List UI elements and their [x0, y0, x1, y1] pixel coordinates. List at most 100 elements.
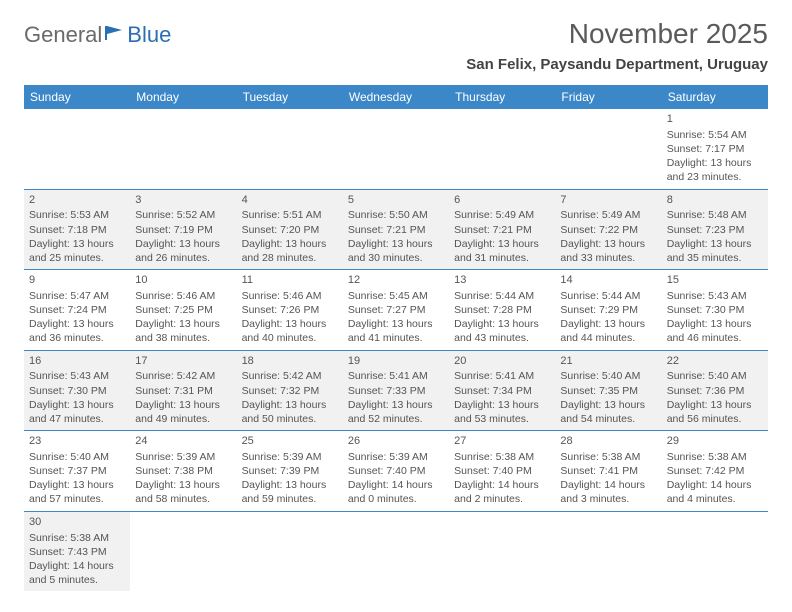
day-cell: 7Sunrise: 5:49 AMSunset: 7:22 PMDaylight…: [555, 190, 661, 271]
sunrise-text: Sunrise: 5:38 AM: [29, 531, 125, 545]
dow-sun: Sunday: [24, 85, 130, 109]
day-number: 18: [242, 354, 338, 369]
flag-icon: [104, 22, 126, 48]
sunrise-text: Sunrise: 5:46 AM: [135, 289, 231, 303]
daylight-text: Daylight: 14 hours: [560, 478, 656, 492]
empty-cell: [130, 109, 236, 190]
logo: General Blue: [24, 22, 171, 48]
day-cell: 11Sunrise: 5:46 AMSunset: 7:26 PMDayligh…: [237, 270, 343, 351]
day-cell: 15Sunrise: 5:43 AMSunset: 7:30 PMDayligh…: [662, 270, 768, 351]
daylight-text: Daylight: 13 hours: [560, 398, 656, 412]
daylight-text: Daylight: 13 hours: [667, 237, 763, 251]
dow-sat: Saturday: [662, 85, 768, 109]
daylight-text: and 52 minutes.: [348, 412, 444, 426]
daylight-text: Daylight: 13 hours: [135, 478, 231, 492]
dow-header: Sunday Monday Tuesday Wednesday Thursday…: [24, 85, 768, 109]
day-number: 20: [454, 354, 550, 369]
sunset-text: Sunset: 7:19 PM: [135, 223, 231, 237]
day-cell: 23Sunrise: 5:40 AMSunset: 7:37 PMDayligh…: [24, 431, 130, 512]
sunset-text: Sunset: 7:38 PM: [135, 464, 231, 478]
day-number: 1: [667, 112, 763, 127]
sunrise-text: Sunrise: 5:39 AM: [242, 450, 338, 464]
day-number: 23: [29, 434, 125, 449]
day-number: 13: [454, 273, 550, 288]
daylight-text: and 58 minutes.: [135, 492, 231, 506]
day-cell: 5Sunrise: 5:50 AMSunset: 7:21 PMDaylight…: [343, 190, 449, 271]
day-cell: 17Sunrise: 5:42 AMSunset: 7:31 PMDayligh…: [130, 351, 236, 432]
empty-cell: [662, 512, 768, 592]
day-number: 2: [29, 193, 125, 208]
sunset-text: Sunset: 7:29 PM: [560, 303, 656, 317]
weeks-container: 1Sunrise: 5:54 AMSunset: 7:17 PMDaylight…: [24, 109, 768, 591]
daylight-text: Daylight: 13 hours: [29, 237, 125, 251]
page-title: November 2025: [466, 18, 768, 50]
day-number: 12: [348, 273, 444, 288]
empty-cell: [343, 109, 449, 190]
day-cell: 8Sunrise: 5:48 AMSunset: 7:23 PMDaylight…: [662, 190, 768, 271]
sunrise-text: Sunrise: 5:43 AM: [667, 289, 763, 303]
day-number: 11: [242, 273, 338, 288]
sunrise-text: Sunrise: 5:47 AM: [29, 289, 125, 303]
daylight-text: and 33 minutes.: [560, 251, 656, 265]
daylight-text: Daylight: 14 hours: [454, 478, 550, 492]
day-number: 24: [135, 434, 231, 449]
sunrise-text: Sunrise: 5:39 AM: [348, 450, 444, 464]
daylight-text: Daylight: 13 hours: [667, 317, 763, 331]
daylight-text: Daylight: 13 hours: [560, 317, 656, 331]
daylight-text: Daylight: 13 hours: [29, 317, 125, 331]
week-row: 30Sunrise: 5:38 AMSunset: 7:43 PMDayligh…: [24, 512, 768, 592]
logo-text-1: General: [24, 22, 102, 48]
sunset-text: Sunset: 7:22 PM: [560, 223, 656, 237]
day-number: 16: [29, 354, 125, 369]
daylight-text: Daylight: 13 hours: [135, 237, 231, 251]
sunset-text: Sunset: 7:40 PM: [454, 464, 550, 478]
sunset-text: Sunset: 7:37 PM: [29, 464, 125, 478]
day-number: 8: [667, 193, 763, 208]
empty-cell: [555, 109, 661, 190]
sunset-text: Sunset: 7:30 PM: [29, 384, 125, 398]
daylight-text: Daylight: 13 hours: [242, 237, 338, 251]
sunset-text: Sunset: 7:17 PM: [667, 142, 763, 156]
header: General Blue November 2025 San Felix, Pa…: [0, 0, 792, 79]
sunset-text: Sunset: 7:26 PM: [242, 303, 338, 317]
sunset-text: Sunset: 7:36 PM: [667, 384, 763, 398]
empty-cell: [555, 512, 661, 592]
day-cell: 10Sunrise: 5:46 AMSunset: 7:25 PMDayligh…: [130, 270, 236, 351]
sunset-text: Sunset: 7:20 PM: [242, 223, 338, 237]
sunrise-text: Sunrise: 5:44 AM: [454, 289, 550, 303]
day-cell: 9Sunrise: 5:47 AMSunset: 7:24 PMDaylight…: [24, 270, 130, 351]
empty-cell: [237, 512, 343, 592]
sunset-text: Sunset: 7:33 PM: [348, 384, 444, 398]
daylight-text: and 44 minutes.: [560, 331, 656, 345]
day-number: 15: [667, 273, 763, 288]
sunset-text: Sunset: 7:42 PM: [667, 464, 763, 478]
daylight-text: and 41 minutes.: [348, 331, 444, 345]
sunrise-text: Sunrise: 5:41 AM: [454, 369, 550, 383]
daylight-text: and 36 minutes.: [29, 331, 125, 345]
daylight-text: and 2 minutes.: [454, 492, 550, 506]
sunset-text: Sunset: 7:23 PM: [667, 223, 763, 237]
day-number: 29: [667, 434, 763, 449]
sunset-text: Sunset: 7:32 PM: [242, 384, 338, 398]
sunrise-text: Sunrise: 5:49 AM: [560, 208, 656, 222]
day-cell: 2Sunrise: 5:53 AMSunset: 7:18 PMDaylight…: [24, 190, 130, 271]
daylight-text: and 4 minutes.: [667, 492, 763, 506]
location: San Felix, Paysandu Department, Uruguay: [466, 56, 768, 73]
day-cell: 4Sunrise: 5:51 AMSunset: 7:20 PMDaylight…: [237, 190, 343, 271]
sunset-text: Sunset: 7:21 PM: [348, 223, 444, 237]
sunrise-text: Sunrise: 5:40 AM: [29, 450, 125, 464]
day-number: 27: [454, 434, 550, 449]
day-number: 7: [560, 193, 656, 208]
sunset-text: Sunset: 7:27 PM: [348, 303, 444, 317]
daylight-text: Daylight: 13 hours: [348, 317, 444, 331]
day-number: 19: [348, 354, 444, 369]
day-number: 26: [348, 434, 444, 449]
sunrise-text: Sunrise: 5:52 AM: [135, 208, 231, 222]
sunrise-text: Sunrise: 5:40 AM: [560, 369, 656, 383]
day-cell: 6Sunrise: 5:49 AMSunset: 7:21 PMDaylight…: [449, 190, 555, 271]
daylight-text: and 38 minutes.: [135, 331, 231, 345]
day-cell: 29Sunrise: 5:38 AMSunset: 7:42 PMDayligh…: [662, 431, 768, 512]
day-cell: 14Sunrise: 5:44 AMSunset: 7:29 PMDayligh…: [555, 270, 661, 351]
sunset-text: Sunset: 7:31 PM: [135, 384, 231, 398]
day-cell: 18Sunrise: 5:42 AMSunset: 7:32 PMDayligh…: [237, 351, 343, 432]
